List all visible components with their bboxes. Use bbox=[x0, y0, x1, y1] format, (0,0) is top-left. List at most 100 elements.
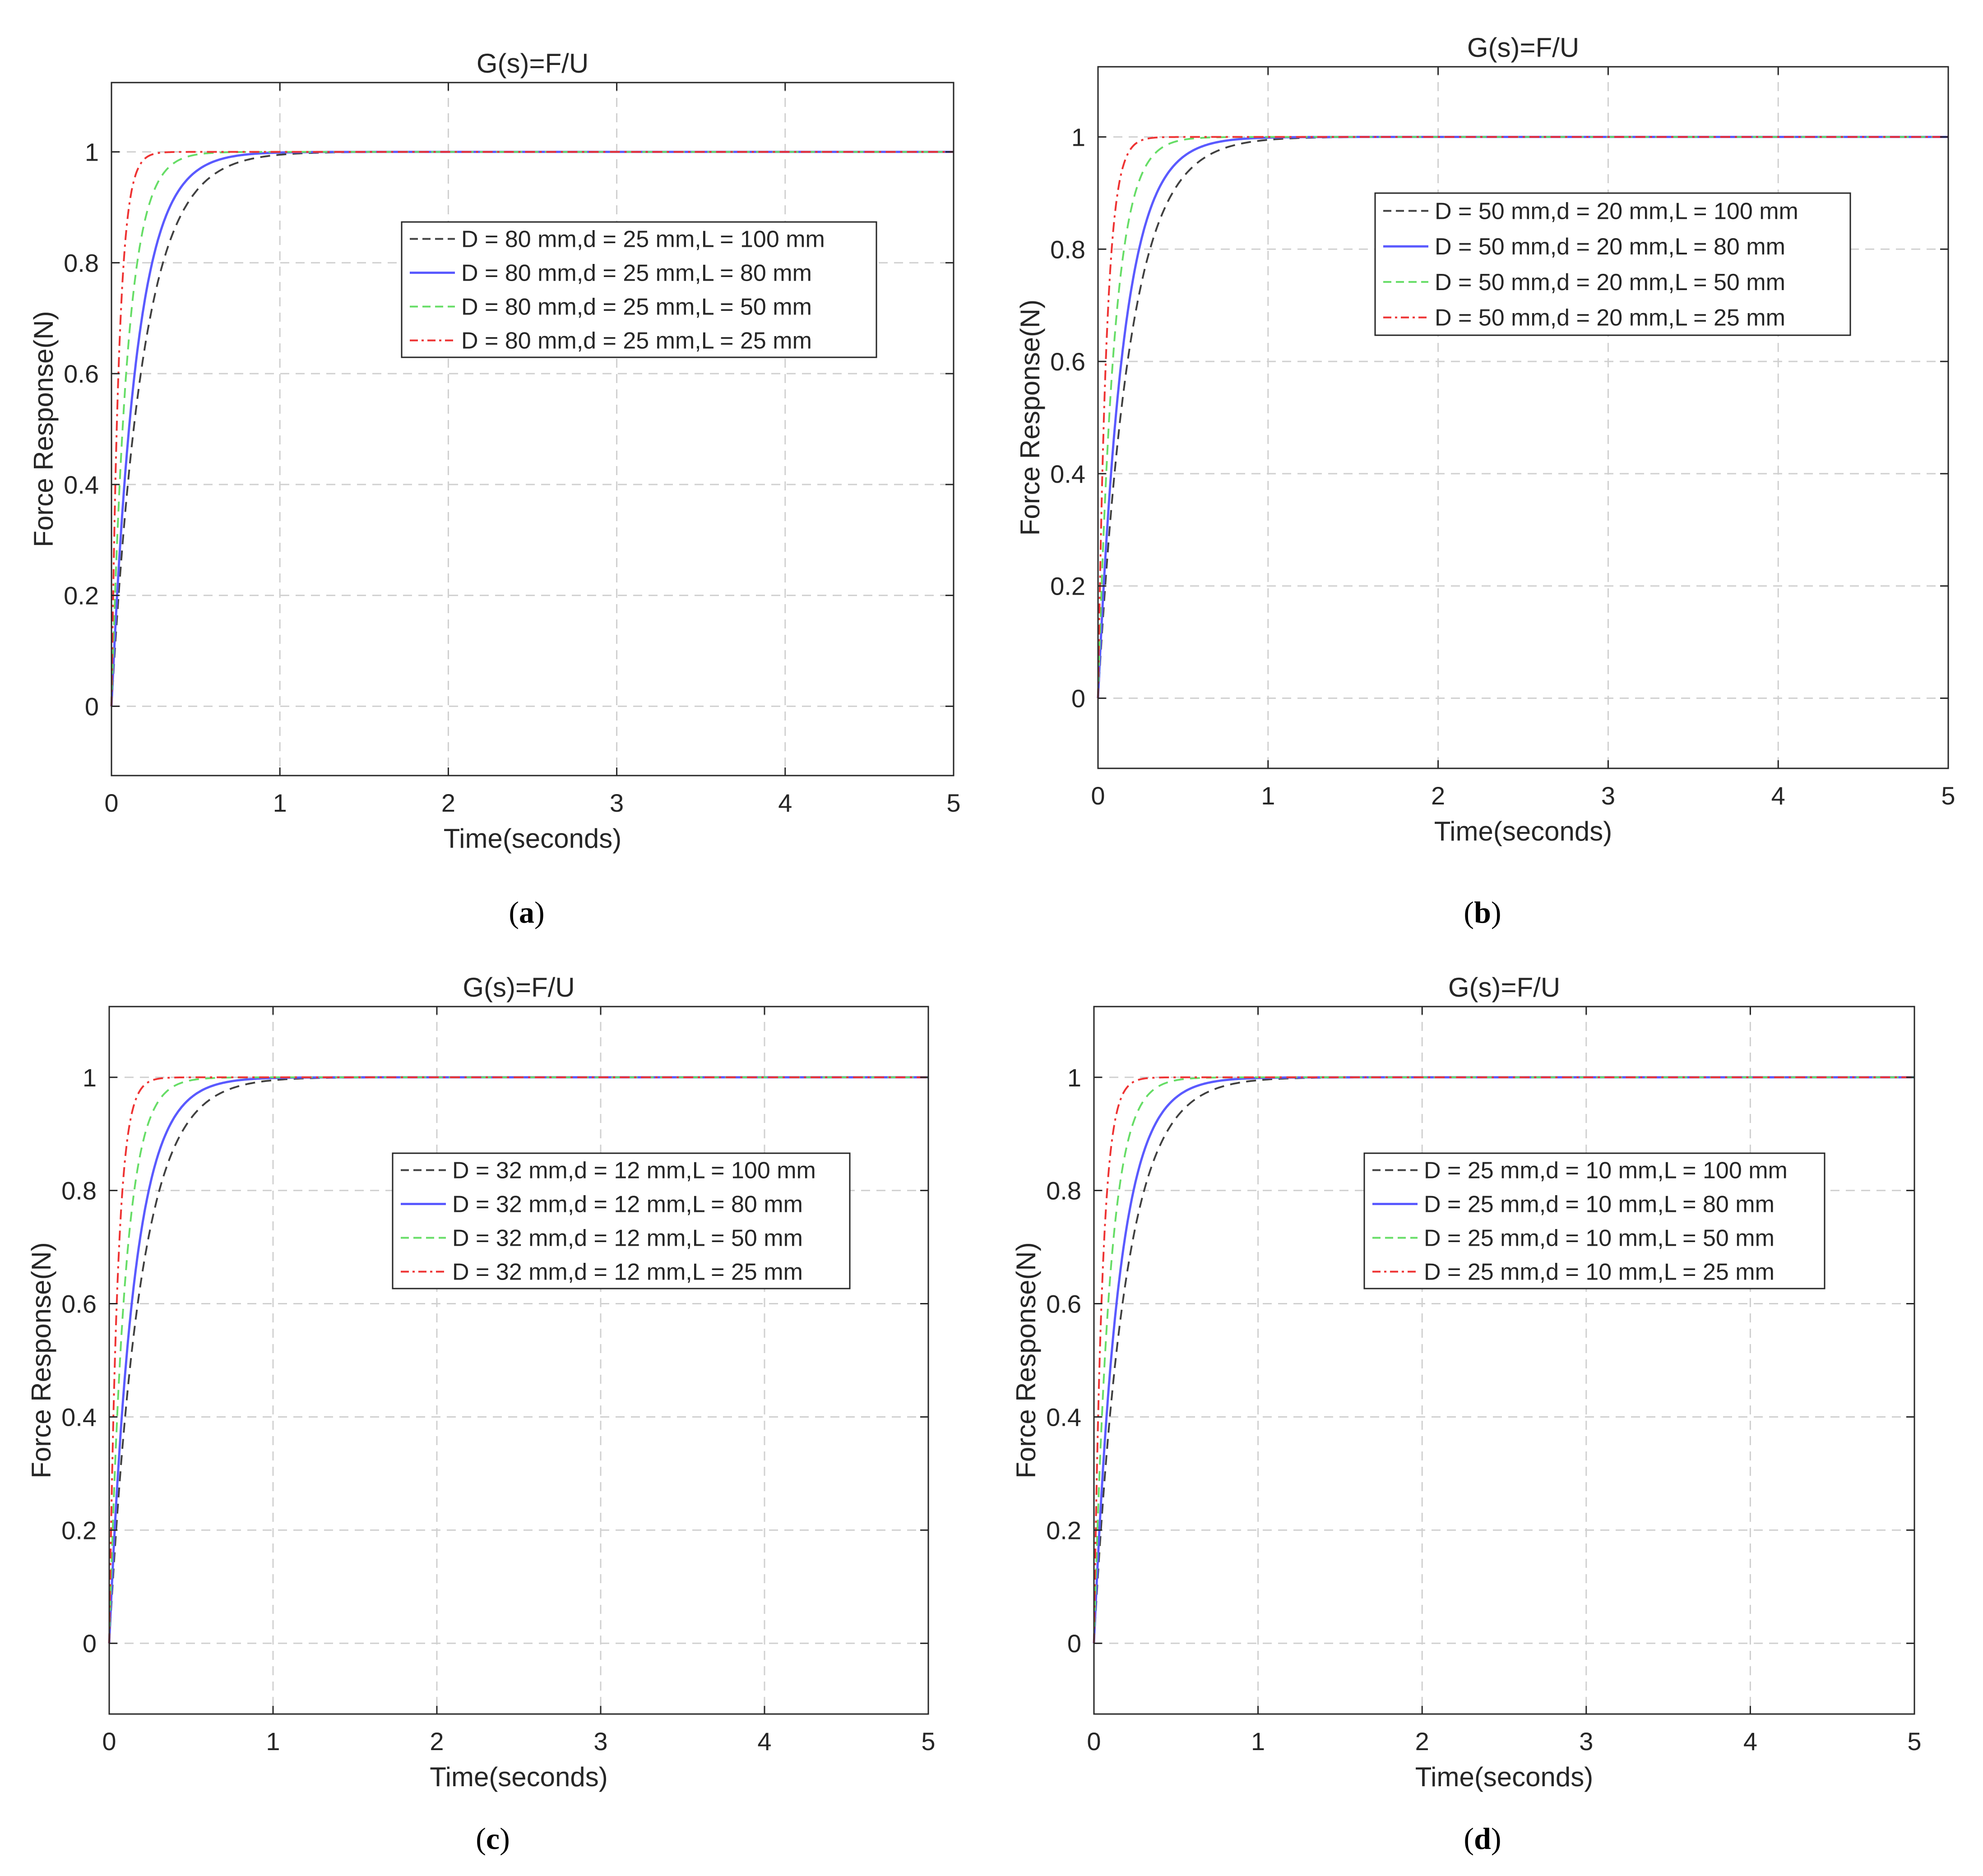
plot-area bbox=[1094, 1007, 1914, 1714]
y-tick-label: 0.2 bbox=[64, 582, 99, 610]
y-tick-label: 0.6 bbox=[1050, 347, 1085, 376]
x-tick-label: 4 bbox=[757, 1727, 771, 1756]
y-tick-label: 0.4 bbox=[1046, 1403, 1081, 1431]
legend-label: D = 80 mm,d = 25 mm,L = 25 mm bbox=[461, 328, 812, 354]
legend-label: D = 25 mm,d = 10 mm,L = 25 mm bbox=[1424, 1259, 1775, 1285]
chart-title: G(s)=F/U bbox=[477, 48, 588, 79]
chart-panel-a: 0 1 2 3 4 5 0 0.2 0.4 0.6 0.8 1 G(s)=F/U Time(seconds… bbox=[28, 48, 961, 929]
x-tick-label: 4 bbox=[1743, 1727, 1757, 1756]
series-line-3 bbox=[111, 151, 954, 707]
x-tick-label: 4 bbox=[1771, 781, 1785, 810]
legend-label: D = 32 mm,d = 12 mm,L = 80 mm bbox=[452, 1192, 803, 1218]
x-axis-label: Time(seconds) bbox=[1415, 1762, 1594, 1792]
x-tick-label: 0 bbox=[104, 789, 118, 817]
y-tick-label: 1 bbox=[1067, 1063, 1081, 1092]
y-tick-label: 0.4 bbox=[64, 471, 99, 499]
y-tick-label: 1 bbox=[85, 138, 99, 166]
x-tick-label: 2 bbox=[1415, 1727, 1429, 1756]
y-tick-label: 1 bbox=[1071, 123, 1085, 152]
x-tick-label: 1 bbox=[1251, 1727, 1265, 1756]
y-tick-label: 0.4 bbox=[1050, 460, 1085, 488]
axes-box bbox=[1093, 1006, 1915, 1715]
series-line-3 bbox=[1097, 136, 1948, 698]
x-tick-label: 0 bbox=[102, 1727, 116, 1756]
legend-box bbox=[401, 221, 877, 358]
legend-label: D = 80 mm,d = 25 mm,L = 100 mm bbox=[461, 226, 825, 253]
legend-label: D = 50 mm,d = 20 mm,L = 100 mm bbox=[1435, 198, 1798, 224]
y-tick-label: 0.2 bbox=[61, 1516, 97, 1544]
y-tick-label: 0.8 bbox=[1046, 1177, 1081, 1205]
y-tick-label: 0.8 bbox=[64, 249, 99, 277]
chart-panel-c: 0 1 2 3 4 5 0 0.2 0.4 0.6 0.8 1 G(s)=F/U Time(seconds… bbox=[26, 972, 936, 1856]
legend-label: D = 25 mm,d = 10 mm,L = 80 mm bbox=[1424, 1192, 1775, 1218]
x-tick-label: 0 bbox=[1091, 781, 1105, 810]
legend-label: D = 80 mm,d = 25 mm,L = 80 mm bbox=[461, 260, 812, 286]
legend-box bbox=[1374, 192, 1851, 336]
x-tick-label: 2 bbox=[430, 1727, 444, 1756]
series-line-3 bbox=[108, 1076, 928, 1644]
y-tick-label: 0.8 bbox=[61, 1177, 97, 1205]
x-tick-label: 1 bbox=[273, 789, 287, 817]
series-line-2 bbox=[1097, 136, 1948, 698]
x-tick-label: 0 bbox=[1087, 1727, 1101, 1756]
y-tick-label: 0.6 bbox=[1046, 1290, 1081, 1318]
axes-box bbox=[1097, 66, 1949, 769]
axes-box bbox=[108, 1006, 929, 1715]
y-tick-label: 0 bbox=[85, 692, 99, 721]
x-tick-label: 2 bbox=[1431, 781, 1445, 810]
chart-panel-b: 0 1 2 3 4 5 0 0.2 0.4 0.6 0.8 1 G(s)=F/U Time(seconds… bbox=[1015, 32, 1955, 929]
y-tick-label: 0 bbox=[83, 1629, 97, 1658]
y-tick-label: 0.2 bbox=[1050, 572, 1085, 601]
chart-panel-d: 0 1 2 3 4 5 0 0.2 0.4 0.6 0.8 1 G(s)=F/U Time(seconds… bbox=[1011, 972, 1922, 1856]
legend-label: D = 50 mm,d = 20 mm,L = 25 mm bbox=[1435, 305, 1785, 331]
panel-label: (b) bbox=[1464, 895, 1501, 929]
y-tick-label: 0.8 bbox=[1050, 235, 1085, 263]
y-axis-label: Force Response(N) bbox=[1015, 300, 1045, 536]
y-tick-label: 0.6 bbox=[64, 360, 99, 388]
x-tick-label: 5 bbox=[946, 789, 960, 817]
y-axis-label: Force Response(N) bbox=[28, 311, 59, 547]
panel-label: (d) bbox=[1464, 1821, 1501, 1856]
x-tick-label: 4 bbox=[778, 789, 792, 817]
y-tick-label: 0 bbox=[1071, 684, 1085, 713]
legend-box bbox=[1363, 1152, 1825, 1289]
axes-box bbox=[111, 82, 954, 776]
legend-label: D = 32 mm,d = 12 mm,L = 25 mm bbox=[452, 1259, 803, 1285]
x-tick-label: 5 bbox=[921, 1727, 935, 1756]
x-axis-label: Time(seconds) bbox=[430, 1762, 608, 1792]
x-axis-label: Time(seconds) bbox=[1434, 816, 1612, 846]
y-axis-label: Force Response(N) bbox=[1011, 1242, 1041, 1479]
series-line-3 bbox=[1093, 1076, 1914, 1644]
chart-title: G(s)=F/U bbox=[1448, 972, 1560, 1003]
legend-label: D = 50 mm,d = 20 mm,L = 80 mm bbox=[1435, 234, 1785, 260]
plot-area bbox=[1098, 67, 1948, 768]
y-tick-label: 0 bbox=[1067, 1629, 1081, 1658]
legend-label: D = 50 mm,d = 20 mm,L = 50 mm bbox=[1435, 269, 1785, 296]
panel-label: (a) bbox=[509, 895, 544, 929]
panel-label: (c) bbox=[476, 1821, 510, 1856]
x-tick-label: 1 bbox=[1261, 781, 1275, 810]
x-tick-label: 2 bbox=[441, 789, 455, 817]
x-tick-label: 3 bbox=[1579, 1727, 1593, 1756]
legend-label: D = 32 mm,d = 12 mm,L = 100 mm bbox=[452, 1158, 816, 1184]
x-tick-label: 3 bbox=[593, 1727, 607, 1756]
y-tick-label: 1 bbox=[83, 1063, 97, 1092]
plot-area bbox=[111, 83, 954, 776]
x-tick-label: 1 bbox=[266, 1727, 280, 1756]
legend-box bbox=[392, 1152, 851, 1289]
x-tick-label: 3 bbox=[610, 789, 624, 817]
x-tick-label: 5 bbox=[1941, 781, 1955, 810]
chart-title: G(s)=F/U bbox=[463, 972, 575, 1003]
y-axis-label: Force Response(N) bbox=[26, 1242, 56, 1479]
legend-label: D = 25 mm,d = 10 mm,L = 100 mm bbox=[1424, 1158, 1788, 1184]
y-tick-label: 0.6 bbox=[61, 1290, 97, 1318]
plot-area bbox=[109, 1007, 928, 1714]
legend-label: D = 32 mm,d = 12 mm,L = 50 mm bbox=[452, 1225, 803, 1252]
series-line-2 bbox=[1093, 1076, 1914, 1644]
legend-label: D = 80 mm,d = 25 mm,L = 50 mm bbox=[461, 294, 812, 320]
legend-label: D = 25 mm,d = 10 mm,L = 50 mm bbox=[1424, 1225, 1775, 1252]
y-tick-label: 0.2 bbox=[1046, 1516, 1081, 1544]
chart-title: G(s)=F/U bbox=[1467, 32, 1579, 63]
x-tick-label: 5 bbox=[1907, 1727, 1921, 1756]
